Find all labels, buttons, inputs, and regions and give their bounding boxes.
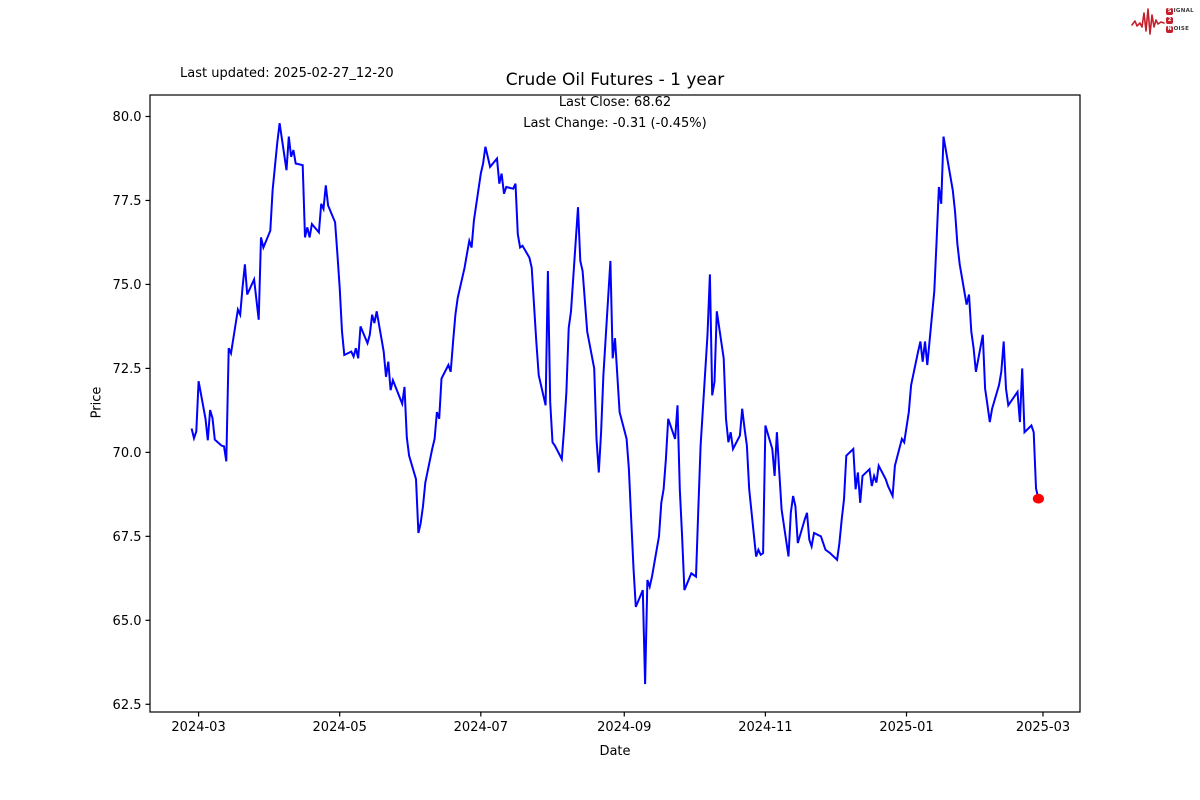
- plot-border: [149, 94, 1081, 713]
- x-tick-label: 2024-09: [597, 720, 651, 735]
- logo-text: S IGNAL 2 N OISE: [1166, 7, 1194, 33]
- x-axis-label: Date: [599, 744, 631, 759]
- x-tick-label: 2025-01: [879, 720, 933, 735]
- y-tick-label: 67.5: [113, 530, 142, 545]
- logo-letter-2: 2: [1166, 16, 1174, 24]
- logo-row-noise: N OISE: [1166, 25, 1194, 33]
- x-tick-label: 2024-03: [171, 720, 225, 735]
- price-line: [190, 123, 1040, 685]
- x-tick-label: 2024-11: [738, 720, 792, 735]
- y-tick-label: 65.0: [113, 614, 142, 629]
- last-change-annotation: Last Change: -0.31 (-0.45%): [523, 116, 707, 131]
- y-tick-label: 70.0: [113, 446, 142, 461]
- y-tick-label: 62.5: [113, 698, 142, 713]
- signal2noise-logo: S IGNAL 2 N OISE: [1131, 5, 1194, 35]
- logo-letter-n: N: [1166, 25, 1174, 33]
- last-close-annotation: Last Close: 68.62: [558, 95, 672, 110]
- logo-letter-s: S: [1166, 7, 1174, 15]
- logo-row-signal: S IGNAL: [1166, 7, 1194, 15]
- y-tick-label: 72.5: [113, 362, 142, 377]
- last-updated-text: Last updated: 2025-02-27_12-20: [180, 66, 394, 81]
- chart-title: Crude Oil Futures - 1 year: [505, 70, 725, 90]
- x-tick-label: 2025-03: [1016, 720, 1070, 735]
- y-tick-label: 75.0: [113, 278, 142, 293]
- last-price-marker: [1032, 493, 1044, 504]
- logo-text-ignal: IGNAL: [1173, 8, 1194, 14]
- logo-row-2: 2: [1166, 16, 1194, 24]
- x-tick-label: 2024-07: [454, 720, 508, 735]
- waveform-icon: [1131, 8, 1165, 35]
- x-tick-label: 2024-05: [313, 720, 367, 735]
- y-tick-label: 80.0: [113, 110, 142, 125]
- logo-text-oise: OISE: [1173, 26, 1190, 32]
- y-axis-label: Price: [89, 386, 105, 419]
- y-tick-label: 77.5: [113, 194, 142, 209]
